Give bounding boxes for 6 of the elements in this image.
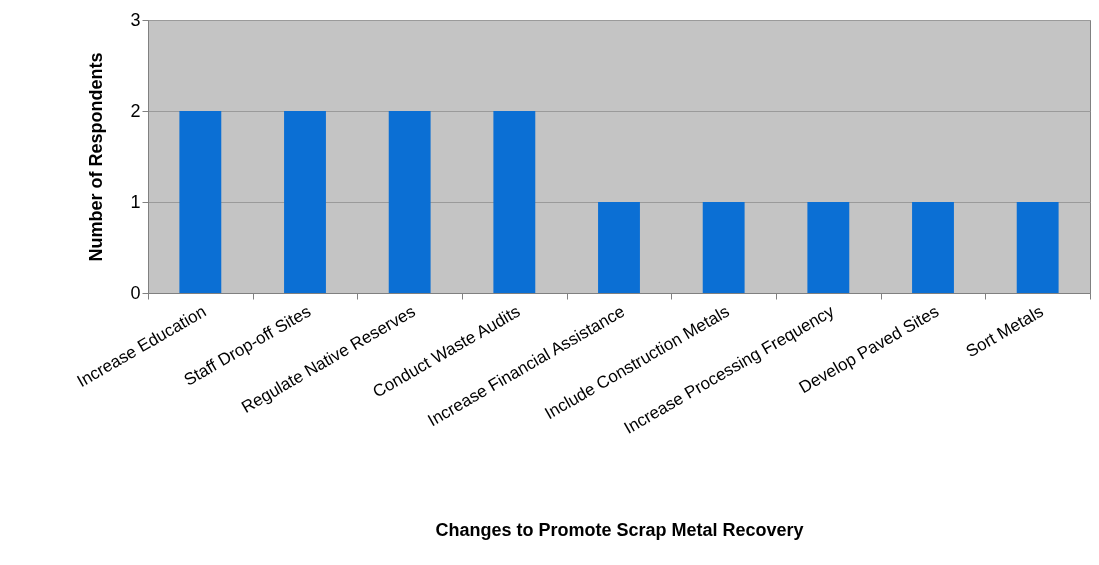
y-axis-title: Number of Respondents <box>86 52 107 262</box>
y-tick-label: 0 <box>130 282 141 303</box>
y-tick-label: 2 <box>130 100 141 121</box>
x-axis-title: Changes to Promote Scrap Metal Recovery <box>435 519 804 540</box>
y-tick-label: 3 <box>130 9 141 30</box>
y-tick-label: 1 <box>130 191 141 212</box>
